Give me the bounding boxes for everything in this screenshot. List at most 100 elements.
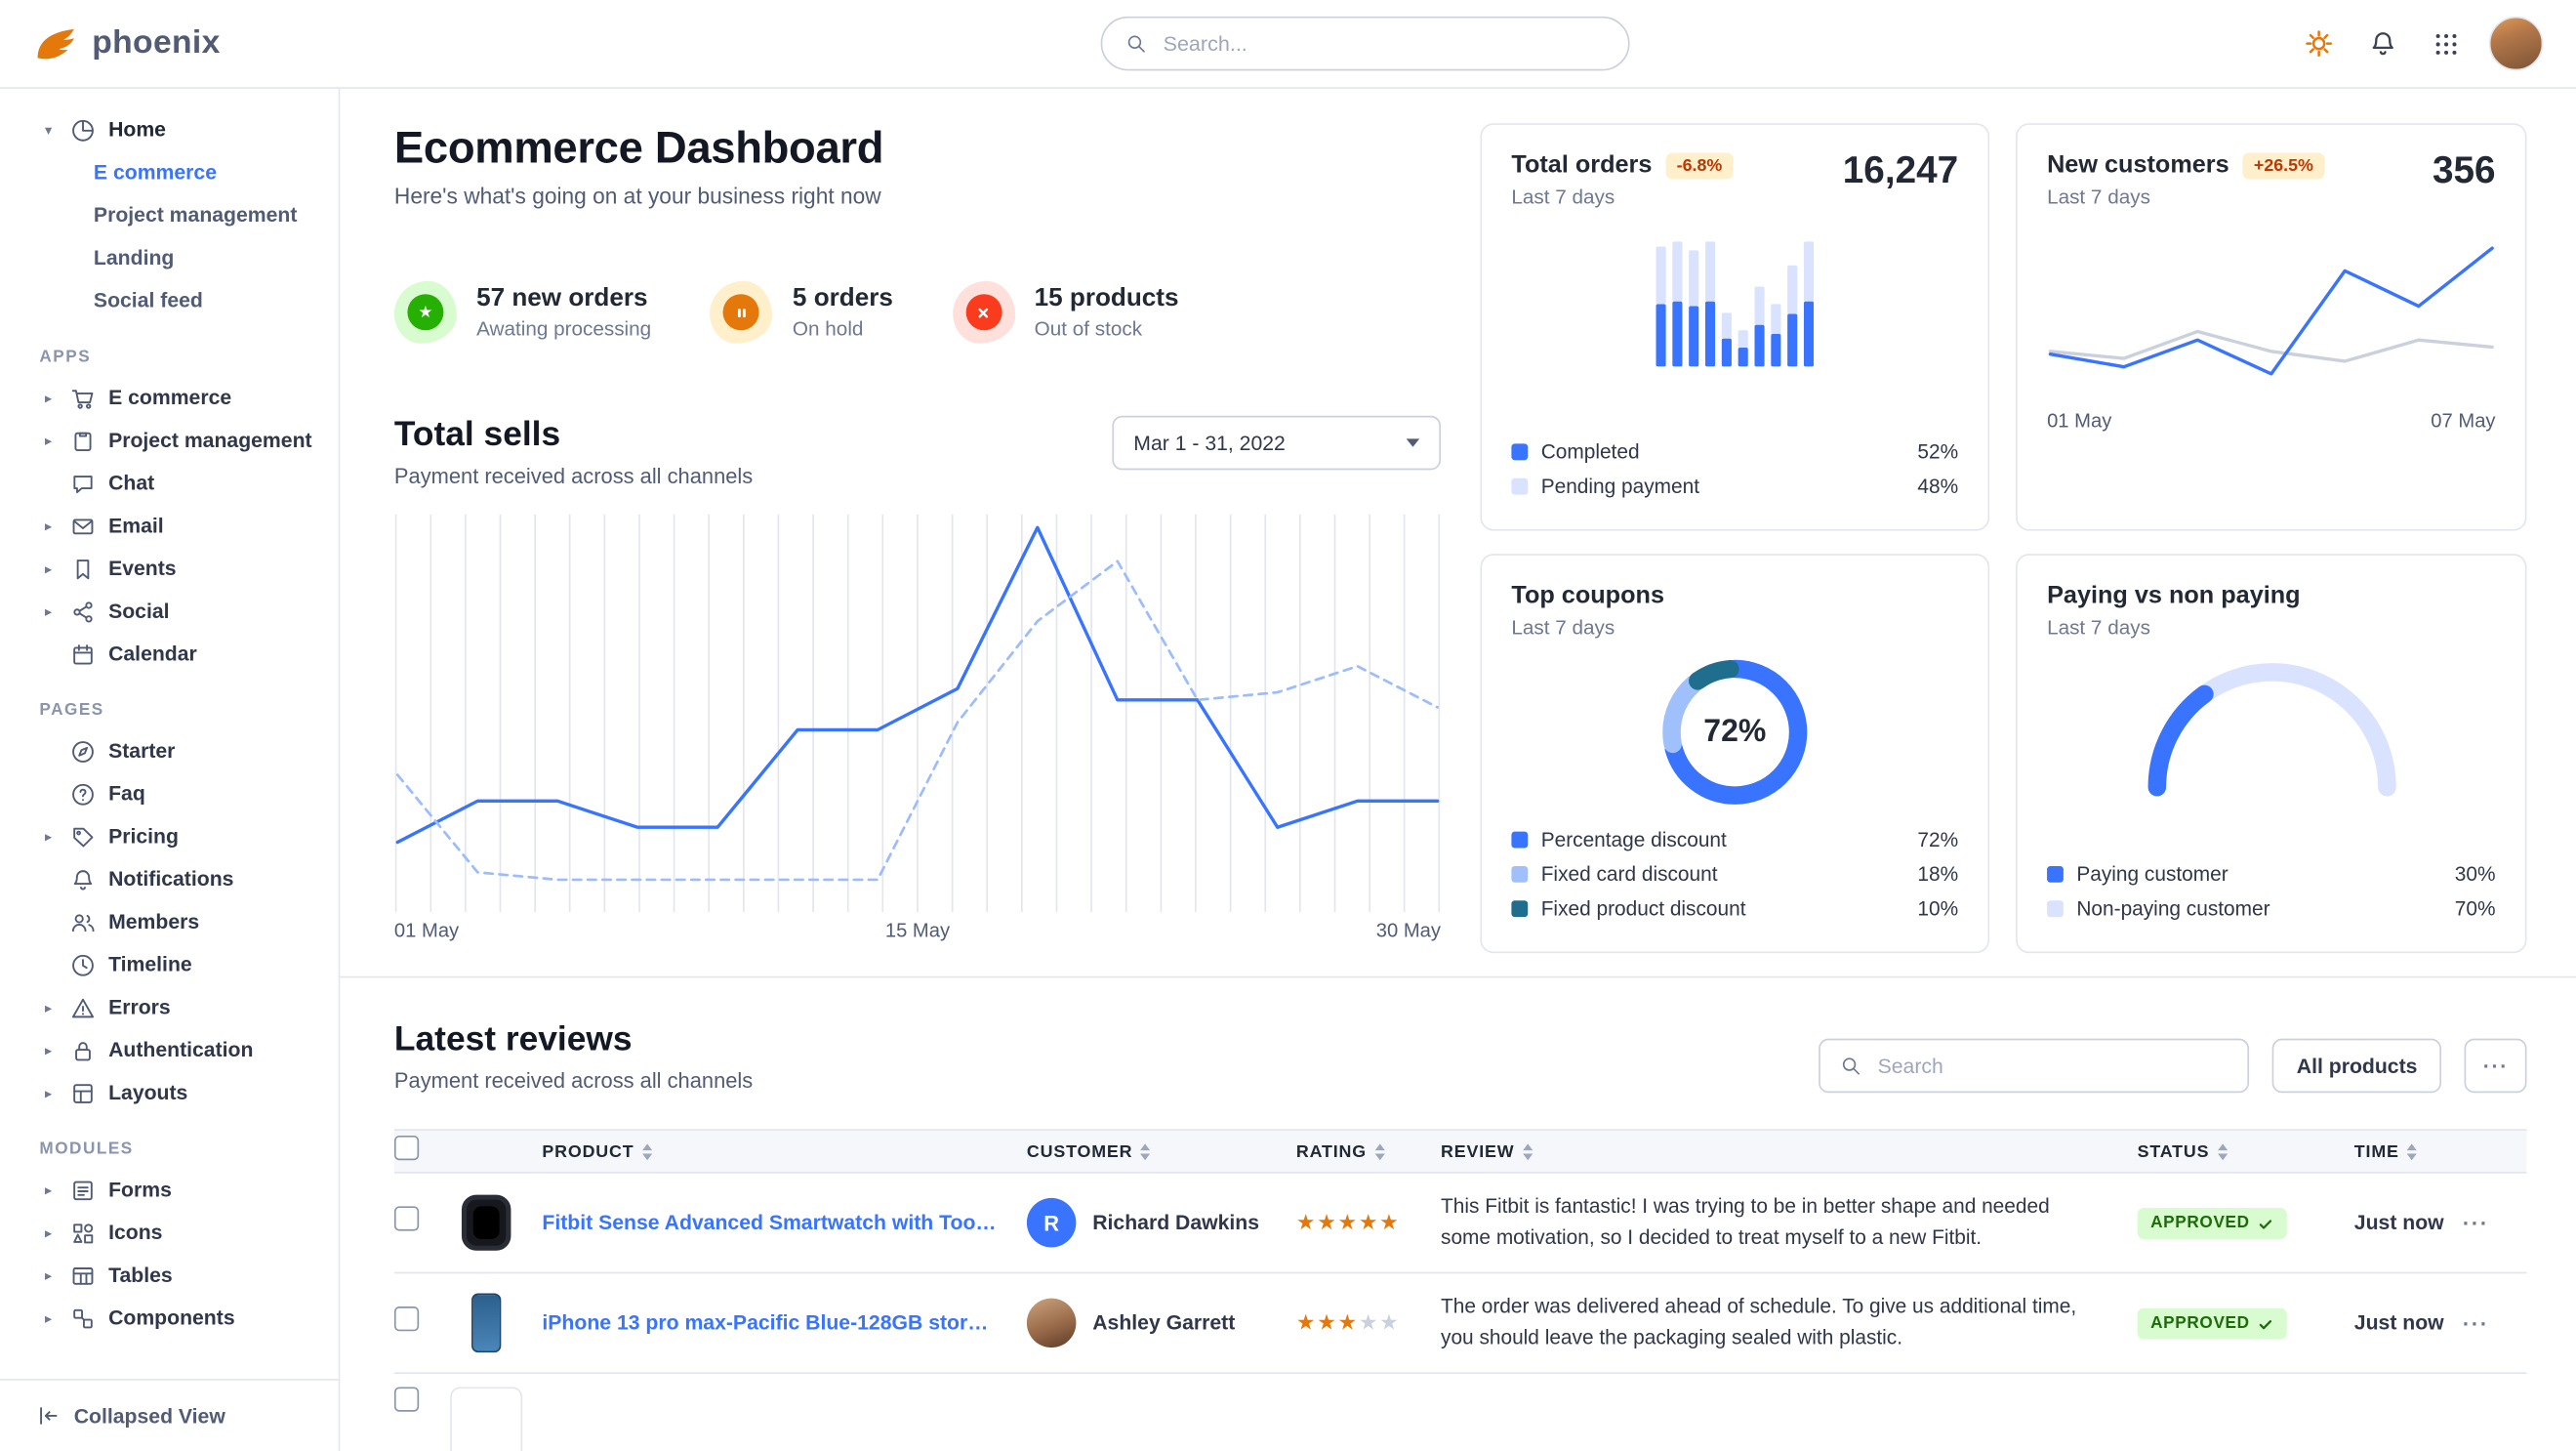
brand[interactable]: phoenix	[33, 23, 411, 62]
sidebar-home-children: E commerce Project management Landing So…	[0, 151, 339, 322]
table-header-row: PRODUCT CUSTOMER RATING REVIEW STATUS TI…	[393, 1129, 2527, 1174]
chevron-right-icon: ▸	[45, 1265, 53, 1283]
more-options-button[interactable]: ···	[2465, 1038, 2527, 1094]
sidebar-item-forms[interactable]: ▸ Forms	[0, 1169, 339, 1212]
sidebar-item-tables[interactable]: ▸ Tables	[0, 1254, 339, 1297]
bookmark-icon	[76, 559, 90, 579]
column-customer[interactable]: CUSTOMER	[1027, 1141, 1296, 1161]
sidebar-item-starter[interactable]: Starter	[0, 729, 339, 772]
sidebar-item-ecommerce-app[interactable]: ▸ E commerce	[0, 376, 339, 419]
check-icon	[2260, 1219, 2272, 1228]
form-icon	[73, 1180, 93, 1200]
collapse-icon	[40, 1407, 58, 1425]
sidebar-item-timeline[interactable]: Timeline	[0, 943, 339, 986]
stats-row: ★ 57 new orders Awating processing	[393, 280, 1441, 344]
layout-icon	[73, 1083, 93, 1103]
new-customers-value: 356	[2432, 147, 2496, 191]
change-badge: -6.8%	[1664, 151, 1735, 179]
page-subtitle: Here's what's going on at your business …	[393, 184, 881, 209]
sidebar-item-project-management-app[interactable]: ▸ Project management	[0, 419, 339, 462]
total-orders-legend: Completed 52% Pending payment 48%	[1511, 434, 1958, 503]
sidebar-item-layouts[interactable]: ▸ Layouts	[0, 1071, 339, 1114]
sidebar-item-calendar[interactable]: Calendar	[0, 633, 339, 676]
sidebar-item-ecommerce[interactable]: E commerce	[93, 160, 218, 185]
cart-icon	[71, 389, 94, 408]
column-rating[interactable]: RATING	[1296, 1141, 1441, 1161]
row-checkbox[interactable]	[393, 1387, 420, 1412]
customer-avatar	[1026, 1298, 1077, 1348]
components-icon	[73, 1308, 93, 1328]
page-title: Ecommerce Dashboard	[393, 123, 884, 173]
sort-icon	[1522, 1142, 1533, 1160]
top-coupons-legend: Percentage discount 72% Fixed card disco…	[1511, 822, 1958, 926]
product-link[interactable]: Fitbit Sense Advanced Smartwatch with To…	[542, 1211, 1027, 1234]
sidebar-item-notifications[interactable]: Notifications	[0, 858, 339, 901]
column-time[interactable]: TIME	[2354, 1141, 2463, 1161]
grid-icon	[2435, 33, 2457, 55]
theme-toggle-button[interactable]	[2299, 23, 2340, 64]
sidebar-item-landing[interactable]: Landing	[93, 246, 175, 270]
user-avatar[interactable]	[2488, 16, 2544, 71]
sidebar-item-project-management[interactable]: Project management	[93, 203, 298, 228]
column-product[interactable]: PRODUCT	[542, 1141, 1026, 1161]
select-all-checkbox[interactable]	[393, 1135, 420, 1160]
product-thumbnail-iphone	[450, 1286, 523, 1359]
alert-triangle-icon	[71, 997, 95, 1017]
sidebar-item-errors[interactable]: ▸ Errors	[0, 986, 339, 1029]
brand-name: phoenix	[92, 24, 221, 62]
reviews-search[interactable]	[1819, 1038, 2249, 1094]
search-input[interactable]	[1160, 29, 1606, 58]
card-new-customers: New customers +26.5% 356 Last 7 days 01 …	[2016, 123, 2527, 531]
global-search[interactable]	[1100, 16, 1630, 71]
row-actions-button[interactable]: ···	[2462, 1310, 2489, 1336]
apps-grid-button[interactable]	[2427, 23, 2466, 62]
legend-item: Non-paying customer 70%	[2047, 891, 2496, 925]
row-checkbox[interactable]	[393, 1306, 420, 1332]
customer-cell: R Richard Dawkins	[1026, 1197, 1296, 1248]
date-range-select[interactable]: Mar 1 - 31, 2022	[1112, 415, 1442, 471]
sidebar-item-members[interactable]: Members	[0, 900, 339, 943]
collapse-sidebar-button[interactable]: Collapsed View	[0, 1379, 339, 1451]
notifications-button[interactable]	[2362, 23, 2403, 64]
topbar-actions	[2299, 16, 2544, 71]
legend-item: Fixed product discount 10%	[1511, 891, 1958, 925]
column-review[interactable]: REVIEW	[1441, 1141, 2138, 1161]
reviews-search-input[interactable]	[1874, 1052, 2228, 1079]
table-row: Fitbit Sense Advanced Smartwatch with To…	[393, 1174, 2527, 1274]
sidebar-item-pricing[interactable]: ▸ Pricing	[0, 815, 339, 858]
row-checkbox[interactable]	[393, 1206, 420, 1231]
sidebar-item-icons[interactable]: ▸ Icons	[0, 1211, 339, 1254]
review-text: The order was delivered ahead of schedul…	[1441, 1295, 2077, 1349]
column-status[interactable]: STATUS	[2138, 1141, 2354, 1161]
sidebar-item-faq[interactable]: Faq	[0, 772, 339, 815]
sidebar-item-email[interactable]: ▸ Email	[0, 505, 339, 548]
stat-orders-on-hold: 5 orders On hold	[710, 280, 893, 344]
search-icon	[1842, 1057, 1860, 1075]
share-icon	[73, 601, 93, 622]
change-badge: +26.5%	[2242, 151, 2325, 179]
reviews-toolbar: All products ···	[1819, 1038, 2527, 1094]
all-products-button[interactable]: All products	[2271, 1038, 2442, 1094]
sidebar-item-events[interactable]: ▸ Events	[0, 547, 339, 590]
row-actions-button[interactable]: ···	[2462, 1210, 2489, 1235]
legend-item: Fixed card discount 18%	[1511, 856, 1958, 891]
table-icon	[72, 1266, 94, 1284]
chevron-right-icon: ▸	[45, 517, 53, 534]
sidebar-item-authentication[interactable]: ▸ Authentication	[0, 1029, 339, 1072]
paying-legend: Paying customer 30% Non-paying customer …	[2047, 856, 2496, 926]
pie-chart-icon	[72, 119, 94, 141]
chevron-right-icon: ▸	[45, 601, 53, 619]
stat-new-orders: ★ 57 new orders Awating processing	[393, 280, 651, 344]
clipboard-icon	[74, 431, 92, 451]
sidebar-nav: ▾ Home E commerce Project management Lan…	[0, 89, 339, 1379]
sidebar-item-components[interactable]: ▸ Components	[0, 1297, 339, 1340]
sort-icon	[641, 1142, 652, 1160]
sidebar-item-social-feed[interactable]: Social feed	[93, 289, 203, 312]
sidebar-item-chat[interactable]: Chat	[0, 462, 339, 505]
sidebar-section-pages: PAGES	[39, 701, 104, 721]
status-badge: APPROVED	[2137, 1307, 2288, 1340]
bell-icon	[73, 869, 93, 890]
sidebar-item-home[interactable]: ▾ Home	[0, 108, 339, 151]
product-link[interactable]: iPhone 13 pro max-Pacific Blue-128GB sto…	[542, 1311, 1003, 1335]
sidebar-item-social[interactable]: ▸ Social	[0, 590, 339, 633]
